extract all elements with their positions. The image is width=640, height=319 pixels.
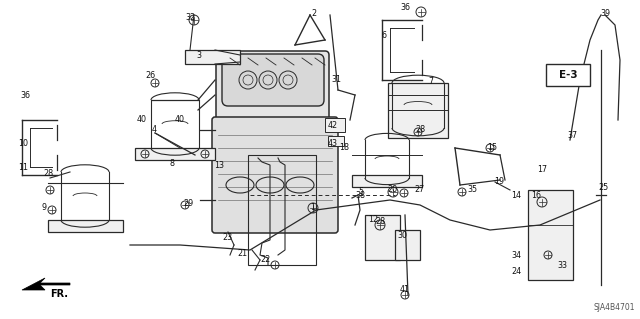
Text: 27: 27 bbox=[414, 186, 424, 195]
Text: 21: 21 bbox=[237, 249, 247, 257]
FancyBboxPatch shape bbox=[212, 117, 338, 233]
Text: 12: 12 bbox=[368, 216, 378, 225]
Bar bbox=[248, 155, 316, 265]
Text: 22: 22 bbox=[260, 256, 270, 264]
FancyBboxPatch shape bbox=[546, 64, 590, 86]
Text: 33: 33 bbox=[557, 261, 567, 270]
Text: 6: 6 bbox=[382, 31, 387, 40]
Text: 1: 1 bbox=[310, 203, 315, 211]
Text: 38: 38 bbox=[355, 191, 365, 201]
Text: 36: 36 bbox=[400, 4, 410, 12]
Text: 13: 13 bbox=[214, 160, 224, 169]
Bar bbox=[352, 175, 422, 187]
Text: 20: 20 bbox=[387, 184, 397, 194]
Text: 16: 16 bbox=[531, 190, 541, 199]
Bar bbox=[135, 148, 215, 160]
Text: 19: 19 bbox=[494, 176, 504, 186]
Bar bbox=[388, 83, 448, 138]
Bar bbox=[365, 215, 400, 260]
Text: 34: 34 bbox=[511, 250, 521, 259]
Text: 41: 41 bbox=[400, 285, 410, 293]
Bar bbox=[395, 230, 420, 260]
Text: 31: 31 bbox=[331, 76, 341, 85]
Text: 23: 23 bbox=[222, 233, 232, 241]
Text: 40: 40 bbox=[175, 115, 185, 123]
Text: 17: 17 bbox=[537, 166, 547, 174]
Text: 7: 7 bbox=[428, 78, 433, 86]
Text: 18: 18 bbox=[339, 144, 349, 152]
FancyBboxPatch shape bbox=[216, 51, 329, 129]
Text: 28: 28 bbox=[375, 218, 385, 226]
Bar bbox=[48, 220, 123, 232]
Text: 26: 26 bbox=[145, 70, 155, 79]
Text: 9: 9 bbox=[42, 204, 47, 212]
Bar bbox=[325, 118, 345, 132]
Text: 10: 10 bbox=[18, 138, 28, 147]
Bar bbox=[328, 136, 344, 146]
Bar bbox=[528, 190, 573, 280]
Text: E-3: E-3 bbox=[559, 70, 577, 80]
Text: 36: 36 bbox=[20, 92, 30, 100]
Text: 8: 8 bbox=[170, 159, 175, 167]
Text: 42: 42 bbox=[328, 121, 338, 130]
Text: 32: 32 bbox=[185, 13, 195, 23]
Text: 4: 4 bbox=[152, 125, 157, 135]
Text: 35: 35 bbox=[467, 184, 477, 194]
Text: 2: 2 bbox=[311, 10, 316, 19]
Text: 28: 28 bbox=[415, 125, 425, 135]
Text: 25: 25 bbox=[598, 183, 608, 192]
Text: 3: 3 bbox=[196, 50, 201, 60]
Text: 15: 15 bbox=[487, 144, 497, 152]
Text: 43: 43 bbox=[328, 138, 338, 147]
FancyBboxPatch shape bbox=[222, 54, 324, 106]
Text: 24: 24 bbox=[511, 266, 521, 276]
Text: 40: 40 bbox=[137, 115, 147, 123]
Text: 37: 37 bbox=[567, 130, 577, 139]
Text: 28: 28 bbox=[43, 169, 53, 179]
Text: 30: 30 bbox=[397, 232, 407, 241]
Polygon shape bbox=[22, 278, 70, 290]
Text: 5: 5 bbox=[358, 187, 363, 196]
Text: 11: 11 bbox=[18, 164, 28, 173]
Text: 39: 39 bbox=[600, 10, 610, 19]
Text: FR.: FR. bbox=[50, 289, 68, 299]
Text: 29: 29 bbox=[183, 199, 193, 209]
Bar bbox=[185, 50, 240, 64]
Text: SJA4B4701: SJA4B4701 bbox=[593, 303, 635, 312]
Text: 14: 14 bbox=[511, 190, 521, 199]
